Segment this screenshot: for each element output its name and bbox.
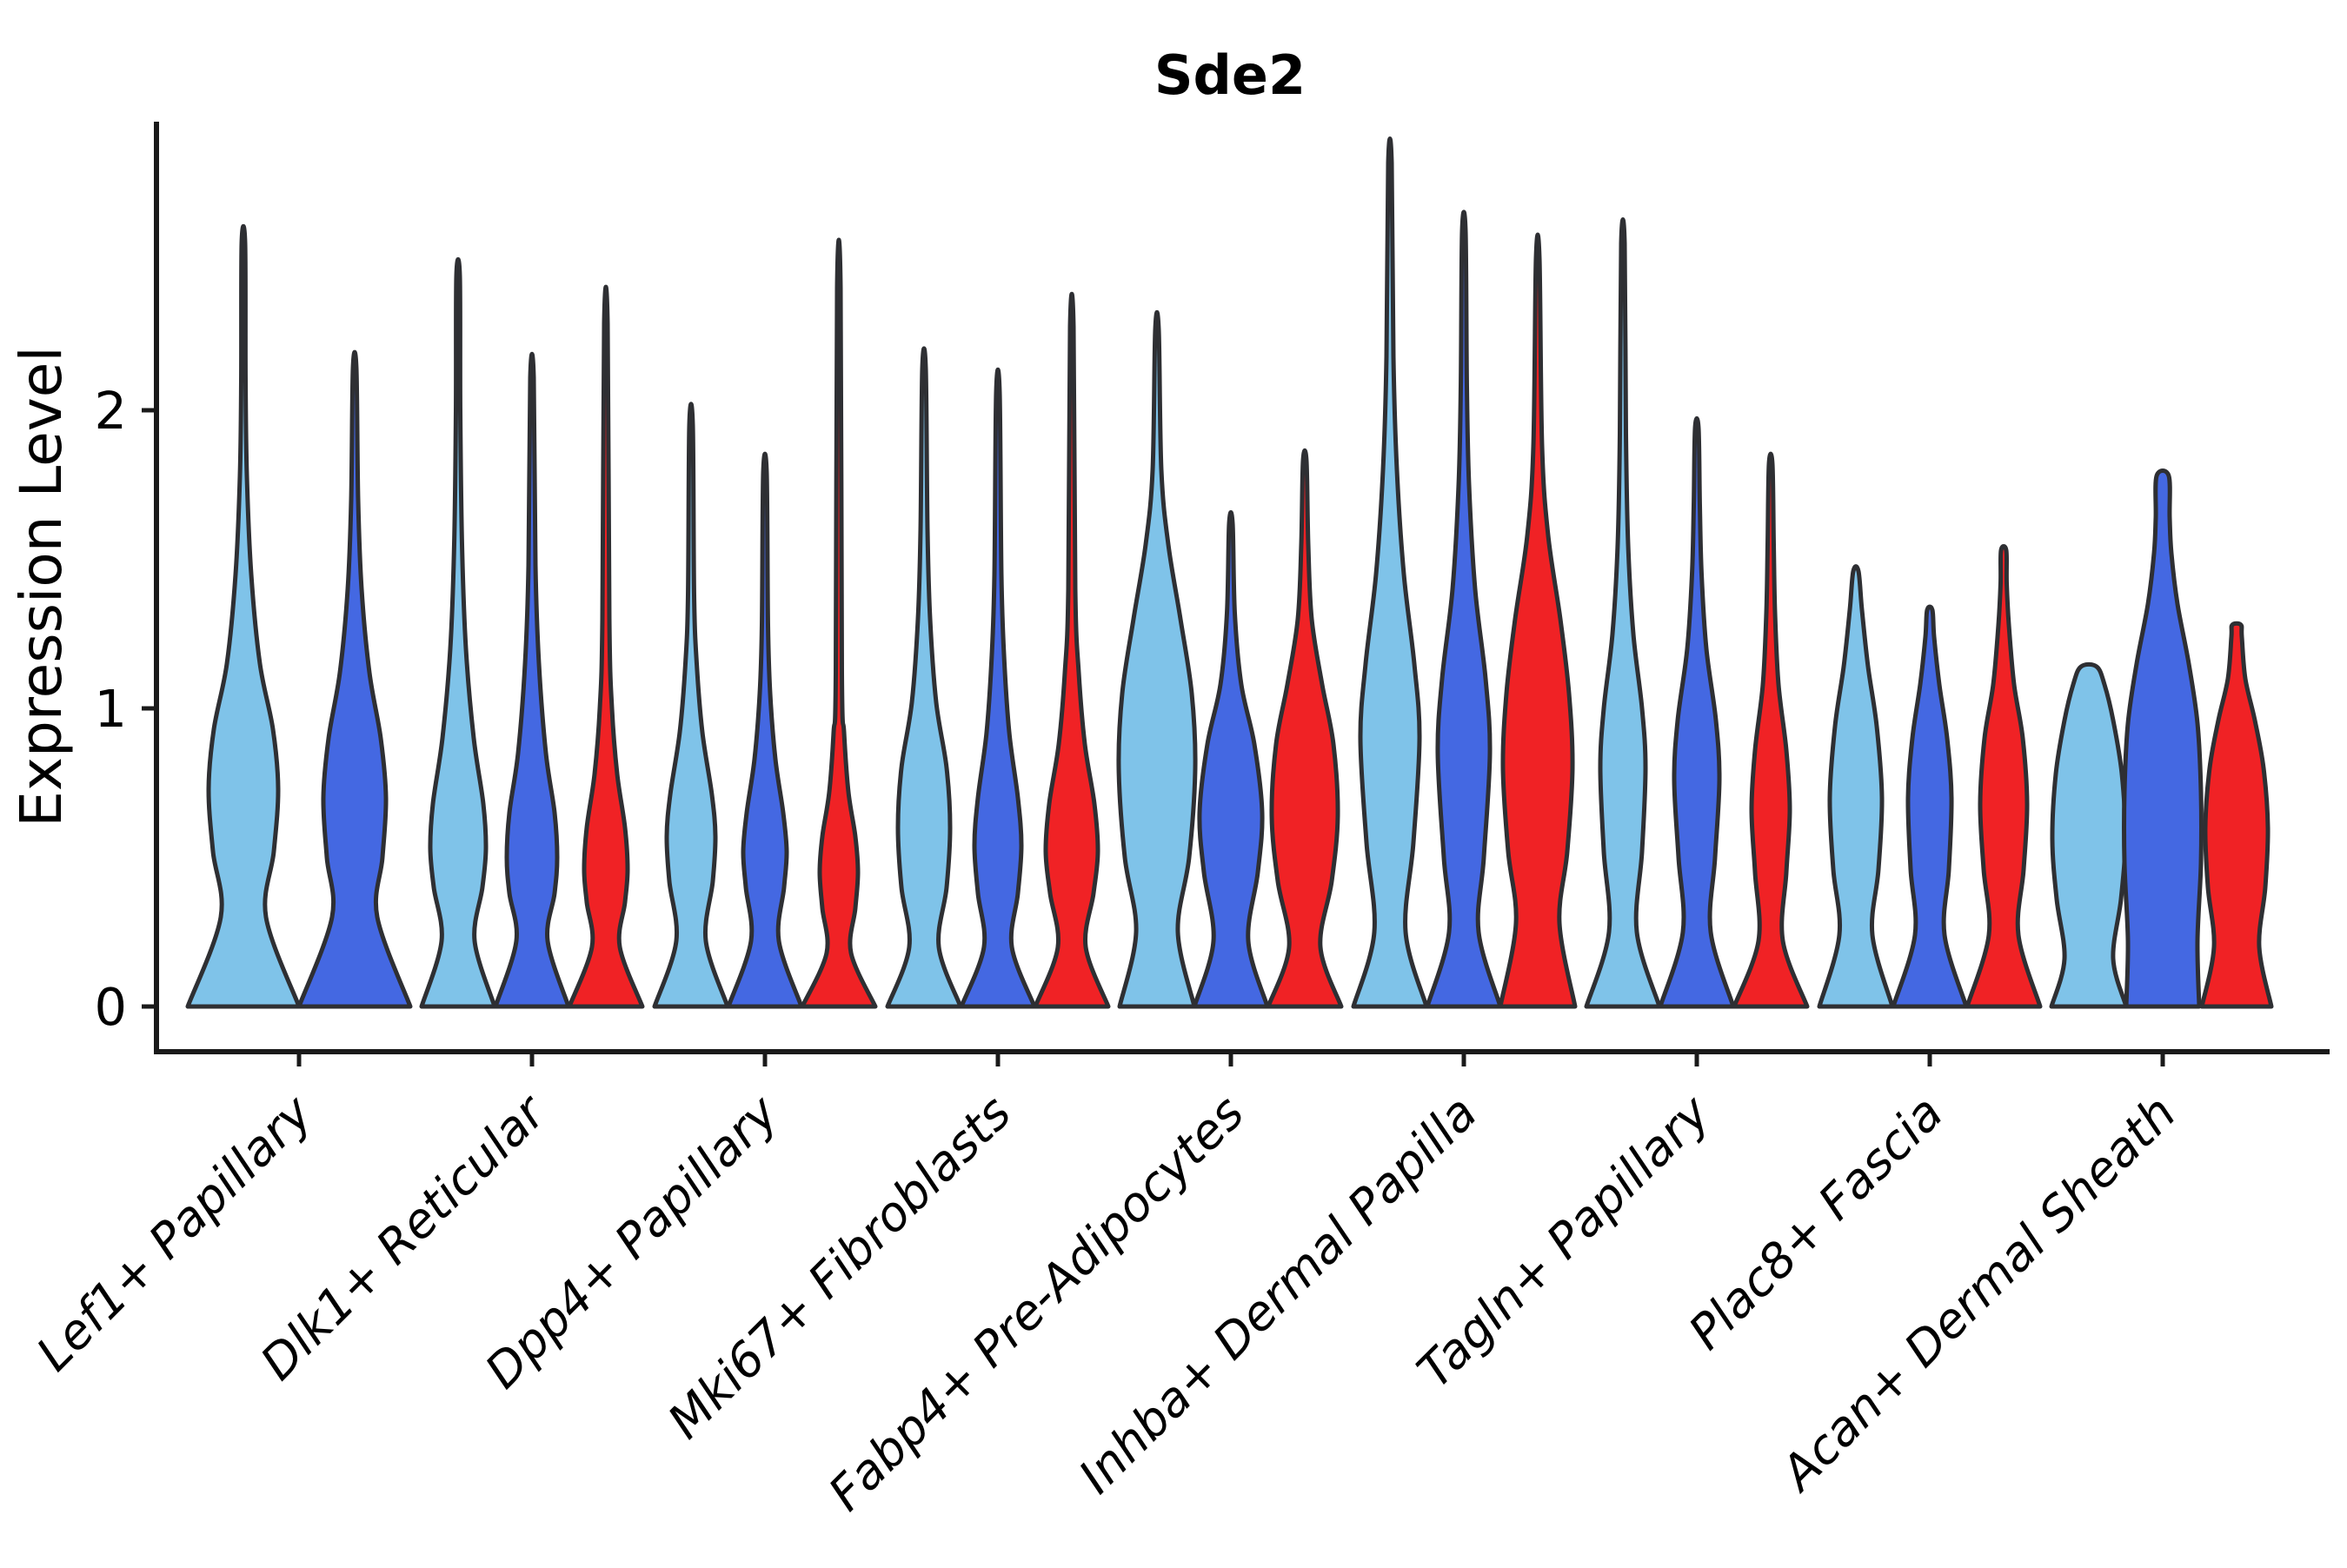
violin-dpp4-papillary-royalblue — [726, 451, 804, 1009]
violin-dlk1-reticular-red — [567, 284, 645, 1009]
y-tick-labels: 0 1 2 — [94, 381, 127, 1037]
violin-fabp4-pre-adipocytes-red — [1266, 448, 1344, 1009]
violin-inhba-dermal-papilla-royalblue — [1425, 209, 1503, 1009]
y-tick-label: 2 — [94, 381, 127, 441]
violin-fabp4-pre-adipocytes-royalblue — [1192, 509, 1270, 1009]
violin-plac8-fascia-red — [1965, 544, 2043, 1009]
violin-mki67-fibroblasts-red — [1033, 292, 1111, 1009]
violin-fabp4-pre-adipocytes-skyblue — [1116, 309, 1198, 1009]
violin-dpp4-papillary-red — [800, 237, 878, 1009]
chart-title: Sde2 — [1154, 43, 1306, 107]
violin-dlk1-reticular-royalblue — [493, 352, 571, 1009]
violin-inhba-dermal-papilla-red — [1498, 232, 1578, 1009]
violin-mki67-fibroblasts-skyblue — [885, 346, 963, 1009]
y-tick-label: 1 — [94, 679, 127, 739]
x-tick-label: Fabp4+ Pre-Adipocytes — [818, 1085, 1254, 1521]
axes-layer — [142, 122, 2330, 1066]
violin-acan-dermal-sheath-royalblue — [2121, 468, 2204, 1009]
violin-inhba-dermal-papilla-skyblue — [1351, 136, 1429, 1009]
violin-tagln-papillary-royalblue — [1658, 415, 1736, 1009]
violin-dpp4-papillary-skyblue — [652, 402, 730, 1009]
violin-plac8-fascia-royalblue — [1891, 604, 1969, 1009]
y-tick-label: 0 — [94, 977, 127, 1037]
violin-acan-dermal-sheath-red — [2199, 621, 2274, 1009]
x-tick-label: Inhba+ Dermal Papilla — [1068, 1085, 1487, 1504]
violin-plac8-fascia-skyblue — [1817, 564, 1895, 1009]
violin-dlk1-reticular-skyblue — [419, 256, 497, 1009]
violin-tagln-papillary-skyblue — [1584, 217, 1662, 1009]
violins-layer — [185, 136, 2274, 1009]
violin-mki67-fibroblasts-royalblue — [959, 368, 1037, 1009]
violin-tagln-papillary-red — [1732, 451, 1810, 1009]
violin-acan-dermal-sheath-skyblue — [2049, 661, 2129, 1009]
violin-lef1-papillary-royalblue — [296, 349, 413, 1009]
y-axis-label: Expression Level — [8, 346, 75, 827]
x-tick-label: Acan+ Dermal Sheath — [1769, 1085, 2187, 1503]
violin-lef1-papillary-skyblue — [185, 223, 302, 1009]
